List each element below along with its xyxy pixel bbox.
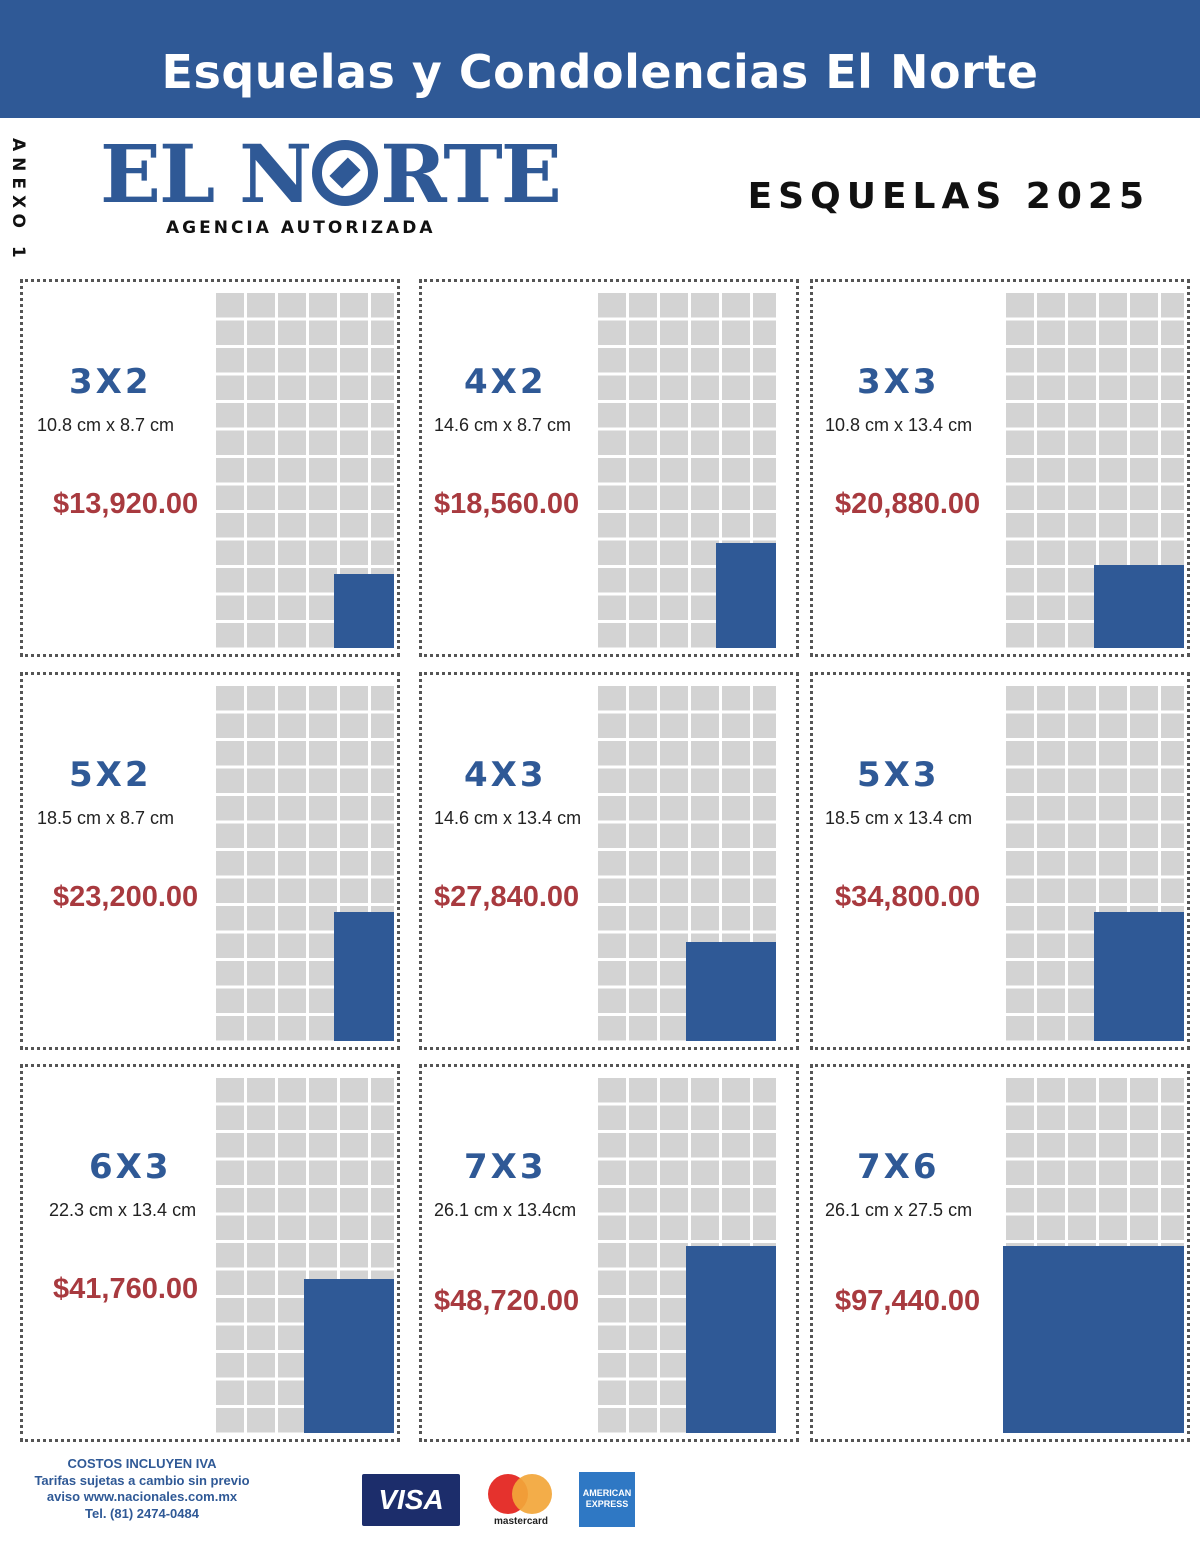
package-card: 4X2 14.6 cm x 8.7 cm $18,560.00 <box>419 279 799 657</box>
package-dimensions: 18.5 cm x 13.4 cm <box>825 808 973 828</box>
ad-footprint <box>333 573 394 648</box>
package-size: 7X3 <box>464 1147 547 1187</box>
logo-text-right: RTE <box>380 127 562 221</box>
package-card: 3X2 10.8 cm x 8.7 cm $13,920.00 <box>20 279 400 657</box>
side-label: ANEXO 1 <box>8 138 28 264</box>
footer-line-tarifas: Tarifas sujetas a cambio sin previo <box>34 1472 250 1488</box>
package-price: $27,840.00 <box>434 881 580 913</box>
amex-icon: AMERICAN EXPRESS <box>579 1472 635 1527</box>
package-card: 5X3 18.5 cm x 13.4 cm $34,800.00 <box>810 672 1190 1050</box>
package-price: $18,560.00 <box>434 488 580 520</box>
package-price: $97,440.00 <box>835 1285 981 1317</box>
package-card: 4X3 14.6 cm x 13.4 cm $27,840.00 <box>419 672 799 1050</box>
ad-footprint <box>1093 911 1184 1041</box>
package-price: $41,760.00 <box>53 1273 199 1305</box>
package-size: 5X2 <box>69 755 152 795</box>
logo-text-left: EL N <box>100 127 312 221</box>
package-size: 4X3 <box>464 755 547 795</box>
package-size: 3X3 <box>857 362 940 402</box>
mastercard-label: mastercard <box>494 1516 548 1527</box>
package-card: 7X3 26.1 cm x 13.4cm $48,720.00 <box>419 1064 799 1442</box>
header-bar: Esquelas y Condolencias El Norte <box>0 0 1200 118</box>
package-dimensions: 14.6 cm x 13.4 cm <box>434 808 582 828</box>
ad-footprint <box>1003 1245 1184 1433</box>
footer-line-iva: COSTOS INCLUYEN IVA <box>67 1456 217 1471</box>
page-header-title: Esquelas y Condolencias El Norte <box>161 45 1039 99</box>
ad-footprint <box>333 911 394 1041</box>
package-price: $34,800.00 <box>835 881 981 913</box>
package-price: $23,200.00 <box>53 881 199 913</box>
ad-footprint <box>685 1245 776 1433</box>
package-dimensions: 18.5 cm x 8.7 cm <box>37 808 175 828</box>
package-dimensions: 10.8 cm x 8.7 cm <box>37 415 175 435</box>
package-size: 3X2 <box>69 362 152 402</box>
package-dimensions: 22.3 cm x 13.4 cm <box>49 1200 197 1220</box>
footer-line-aviso: aviso www.nacionales.com.mx <box>46 1489 238 1504</box>
ad-footprint <box>303 1278 394 1433</box>
package-dimensions: 14.6 cm x 8.7 cm <box>434 415 572 435</box>
package-card: 6X3 22.3 cm x 13.4 cm $41,760.00 <box>20 1064 400 1442</box>
el-norte-logo: EL N RTE <box>100 134 570 214</box>
agency-subtitle: AGENCIA AUTORIZADA <box>166 218 436 238</box>
package-size: 5X3 <box>857 755 940 795</box>
ad-footprint <box>1093 565 1184 648</box>
ad-footprint <box>715 543 776 648</box>
package-price: $48,720.00 <box>434 1285 580 1317</box>
package-card: 7X6 26.1 cm x 27.5 cm $97,440.00 <box>810 1064 1190 1442</box>
package-price: $13,920.00 <box>53 488 199 520</box>
footer-notes: COSTOS INCLUYEN IVA Tarifas sujetas a ca… <box>22 1456 262 1522</box>
ad-footprint <box>685 941 776 1041</box>
package-size: 4X2 <box>464 362 547 402</box>
visa-icon: VISA <box>362 1474 460 1526</box>
package-dimensions: 26.1 cm x 27.5 cm <box>825 1200 973 1220</box>
page-title: ESQUELAS 2025 <box>747 176 1150 217</box>
package-card: 5X2 18.5 cm x 8.7 cm $23,200.00 <box>20 672 400 1050</box>
amex-line1: AMERICAN <box>582 1488 632 1498</box>
package-dimensions: 10.8 cm x 13.4 cm <box>825 415 973 435</box>
package-dimensions: 26.1 cm x 13.4cm <box>434 1200 577 1220</box>
package-card: 3X3 10.8 cm x 13.4 cm $20,880.00 <box>810 279 1190 657</box>
package-size: 7X6 <box>857 1147 940 1187</box>
package-price: $20,880.00 <box>835 488 981 520</box>
mastercard-icon: mastercard <box>486 1474 556 1530</box>
amex-line2: EXPRESS <box>585 1499 629 1509</box>
page-grid <box>595 290 776 648</box>
package-size: 6X3 <box>89 1147 172 1187</box>
footer-line-phone: Tel. (81) 2474-0484 <box>85 1505 199 1521</box>
compass-icon <box>312 140 379 206</box>
